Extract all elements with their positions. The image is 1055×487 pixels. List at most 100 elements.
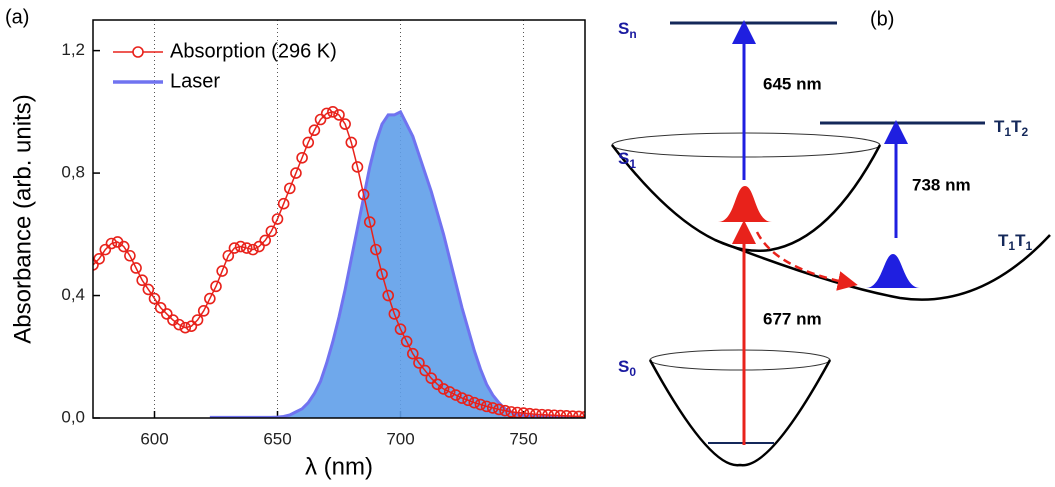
label-text: S: [618, 357, 629, 376]
label-text: T: [994, 117, 1005, 136]
label-subscript: 1: [1025, 239, 1032, 253]
absorption-point: [185, 320, 198, 332]
absorption-point: [419, 364, 431, 377]
absorption-point: [93, 259, 99, 271]
absorption-point: [105, 237, 118, 250]
absorption-point: [234, 240, 247, 253]
arrow: [755, 231, 858, 291]
absorption-point: [204, 292, 216, 305]
x-axis-title: λ (nm): [305, 453, 373, 480]
absorption-point: [154, 301, 167, 314]
plot-area: [93, 106, 585, 418]
absorption-point: [406, 347, 419, 360]
label-text: S: [618, 19, 629, 38]
transition-label: 738 nm: [912, 175, 971, 194]
absorption-point: [210, 280, 222, 293]
label-subscript: n: [629, 27, 636, 41]
absorption-point: [222, 249, 235, 262]
absorption-point: [530, 408, 542, 418]
absorption-point: [542, 409, 554, 418]
absorption-point: [456, 392, 468, 404]
absorption-point: [259, 234, 272, 247]
absorption-point: [486, 402, 499, 414]
absorption-point: [290, 167, 302, 179]
level-label: S1: [618, 149, 636, 171]
absorption-point: [271, 213, 284, 225]
transition-label: 677 nm: [763, 309, 822, 328]
absorption-point: [566, 410, 579, 418]
absorption-point: [400, 335, 413, 348]
absorption-point: [124, 249, 136, 262]
absorption-point: [191, 314, 204, 326]
absorption-point: [296, 151, 308, 164]
wavepacket: [718, 186, 772, 222]
absorption-point: [93, 252, 105, 265]
absorption-point: [351, 161, 364, 173]
diagram-b: (b) Sn T1T2 S1 T1T1 S0 645 nm 738 nm 677…: [611, 8, 1051, 467]
absorption-point: [517, 407, 530, 418]
wavepacket: [866, 254, 920, 288]
absorption-point: [197, 305, 210, 317]
x-tick-label: 750: [509, 429, 537, 448]
absorption-point: [339, 118, 351, 130]
legend-label: Absorption (296 K): [170, 40, 337, 62]
well-rim: [649, 349, 831, 371]
y-axis-title: Absorbance (arb. units): [9, 94, 36, 343]
absorption-point: [253, 240, 265, 253]
absorption-point: [382, 289, 395, 302]
absorption-point: [443, 386, 456, 398]
absorption-point: [363, 216, 376, 228]
label-text: T: [1011, 117, 1022, 136]
panel-label: (b): [870, 8, 894, 30]
absorption-point: [142, 283, 155, 296]
label-text: T: [1015, 231, 1026, 250]
laser-area: [209, 111, 585, 418]
label-subscript: 1: [1008, 239, 1015, 253]
label-text: T: [998, 231, 1009, 250]
level-label: S0: [618, 357, 636, 379]
absorption-point: [462, 394, 474, 407]
panel-label: (a): [5, 6, 29, 28]
absorption-point: [277, 197, 290, 210]
absorption-point: [240, 242, 253, 254]
s0-well: [648, 359, 832, 467]
chart-a: (a) Absorbance (arb. units) λ (nm) 600 650 70…: [5, 6, 586, 480]
absorption-point: [450, 389, 462, 401]
absorption-point: [548, 409, 561, 418]
absorption-point: [579, 410, 585, 418]
absorption-point: [468, 396, 481, 409]
well-rim: [611, 132, 881, 158]
label-text: S: [618, 149, 629, 168]
absorption-point: [247, 243, 259, 256]
absorption-point: [345, 136, 358, 149]
label-subscript: 0: [629, 365, 636, 379]
absorption-point: [117, 240, 130, 253]
x-tick-label: 650: [263, 429, 291, 448]
absorption-point: [216, 265, 228, 277]
absorption-point: [148, 292, 161, 305]
absorption-point: [499, 404, 511, 417]
t1t1-well: [714, 234, 1051, 301]
absorption-point: [283, 182, 296, 195]
absorption-point: [505, 406, 518, 418]
absorption-point: [573, 410, 585, 418]
absorption-point: [394, 323, 407, 336]
absorption-point: [560, 410, 573, 418]
absorption-point: [357, 188, 370, 201]
absorption-point: [314, 113, 327, 126]
transition-label: 645 nm: [763, 74, 822, 93]
y-tick-label: 1,2: [61, 40, 85, 59]
level-label: Sn: [618, 19, 637, 41]
absorption-point: [376, 268, 388, 280]
plot-frame: [92, 19, 586, 419]
label-subscript: 2: [1021, 125, 1028, 139]
absorption-point: [327, 106, 339, 118]
absorption-point: [425, 372, 438, 385]
x-tick-label: 700: [386, 429, 414, 448]
absorption-point: [554, 409, 567, 418]
y-tick-label: 0,4: [61, 285, 85, 304]
absorption-point: [179, 321, 192, 334]
label-subscript: 1: [1004, 125, 1011, 139]
level-label: T1T1: [998, 231, 1032, 253]
